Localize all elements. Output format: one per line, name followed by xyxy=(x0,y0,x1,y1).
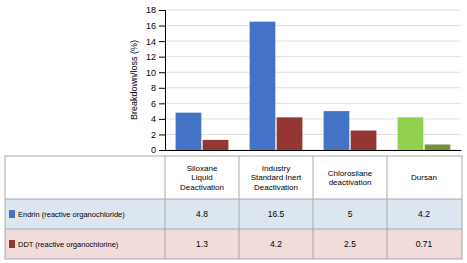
y-tick-mark xyxy=(159,57,165,58)
grid xyxy=(165,10,461,150)
y-tick-label: 12 xyxy=(146,52,156,62)
legend-swatch xyxy=(9,240,15,248)
table: SiloxaneLiquidDeactivationIndustryStanda… xyxy=(5,156,462,259)
y-tick-mark xyxy=(159,88,165,89)
grid-line xyxy=(165,103,461,104)
x-axis xyxy=(166,150,462,151)
bar xyxy=(176,113,202,150)
category-label: Chlorosilanedeactivation xyxy=(328,169,373,188)
y-tick-label: 16 xyxy=(146,21,156,31)
bar xyxy=(203,140,229,150)
category-label-line: Deactivation xyxy=(180,183,224,192)
bars xyxy=(176,22,451,150)
grid-line xyxy=(165,87,461,88)
bar xyxy=(351,131,377,150)
y-tick: 12 xyxy=(146,52,165,62)
y-axis-line xyxy=(159,11,166,151)
bar-series xyxy=(203,117,451,150)
y-tick: 18 xyxy=(146,5,165,15)
data-label: 1.3 xyxy=(196,239,208,249)
y-tick: 0 xyxy=(151,145,165,155)
data-label: 0.71 xyxy=(416,239,433,249)
category-label-line: Chlorosilane xyxy=(328,169,373,178)
category-label-line: Siloxane xyxy=(187,164,218,173)
grid-line xyxy=(165,25,461,26)
y-tick-mark xyxy=(159,72,165,73)
y-tick-mark xyxy=(159,134,165,135)
category-label: IndustryStandard InertDeactivation xyxy=(251,164,302,192)
y-tick-label: 8 xyxy=(151,83,156,93)
grid-line xyxy=(165,56,461,57)
table-border xyxy=(5,156,462,259)
data-label: 4.2 xyxy=(418,209,430,219)
data-label: 5 xyxy=(348,209,353,219)
y-tick-label: 2 xyxy=(151,130,156,140)
bar xyxy=(277,117,303,150)
category-label-line: Standard Inert xyxy=(251,173,302,182)
table-rule xyxy=(387,156,388,259)
category-label: SiloxaneLiquidDeactivation xyxy=(180,164,224,192)
y-tick: 6 xyxy=(151,99,165,109)
y-axis: 0 2 4 6 8 10 12 14 16 18 xyxy=(146,5,166,155)
data-label: 4.2 xyxy=(270,239,282,249)
y-axis-title: Breakdown/loss (%) xyxy=(129,40,139,120)
y-tick: 10 xyxy=(146,68,165,78)
data-label: 2.5 xyxy=(344,239,356,249)
table-row-bg xyxy=(5,229,462,259)
y-tick-mark xyxy=(159,26,165,27)
category-label-line: deactivation xyxy=(329,178,372,187)
y-tick: 14 xyxy=(146,36,165,46)
y-tick-label: 18 xyxy=(146,5,156,15)
grid-line xyxy=(165,72,461,73)
bar xyxy=(398,117,424,150)
bar xyxy=(324,111,350,150)
y-tick: 16 xyxy=(146,21,165,31)
category-label-line: Dursan xyxy=(411,173,437,182)
data-label: 16.5 xyxy=(268,209,285,219)
grid-line xyxy=(165,41,461,42)
category-label-line: Industry xyxy=(262,164,290,173)
y-tick-mark xyxy=(159,103,165,104)
y-tick-label: 4 xyxy=(151,114,156,124)
y-tick: 8 xyxy=(151,83,165,93)
bar-series xyxy=(176,22,424,150)
y-tick-label: 10 xyxy=(146,68,156,78)
table-rule xyxy=(313,156,314,259)
y-tick-mark xyxy=(159,41,165,42)
table-rule xyxy=(239,156,240,259)
y-tick-mark xyxy=(159,150,165,151)
y-tick: 2 xyxy=(151,130,165,140)
y-tick-label: 14 xyxy=(146,36,156,46)
y-tick: 4 xyxy=(151,114,165,124)
grid-line xyxy=(165,10,461,11)
data-label: 4.8 xyxy=(196,209,208,219)
legend-label: Endrin (reactive organochloride) xyxy=(18,210,125,219)
x-axis-line xyxy=(166,150,462,151)
table-rule xyxy=(5,229,462,230)
table-row-bg xyxy=(5,199,462,229)
bar xyxy=(250,22,276,150)
legend-label: DDT (reactive organochlorine) xyxy=(18,240,119,249)
chart: 0 2 4 6 8 10 12 14 16 18 Breakdown/loss (%) Siloxan… xyxy=(0,0,467,263)
table-rule xyxy=(5,199,462,200)
table-rule xyxy=(165,156,166,259)
category-label-line: Deactivation xyxy=(254,183,298,192)
category-label-line: Liquid xyxy=(191,173,212,182)
y-tick-label: 6 xyxy=(151,99,156,109)
category-label: Dursan xyxy=(411,173,437,182)
legend-swatch xyxy=(9,210,15,218)
y-tick-label: 0 xyxy=(151,145,156,155)
y-tick-mark xyxy=(159,10,165,11)
bar xyxy=(425,144,451,150)
y-tick-mark xyxy=(159,119,165,120)
